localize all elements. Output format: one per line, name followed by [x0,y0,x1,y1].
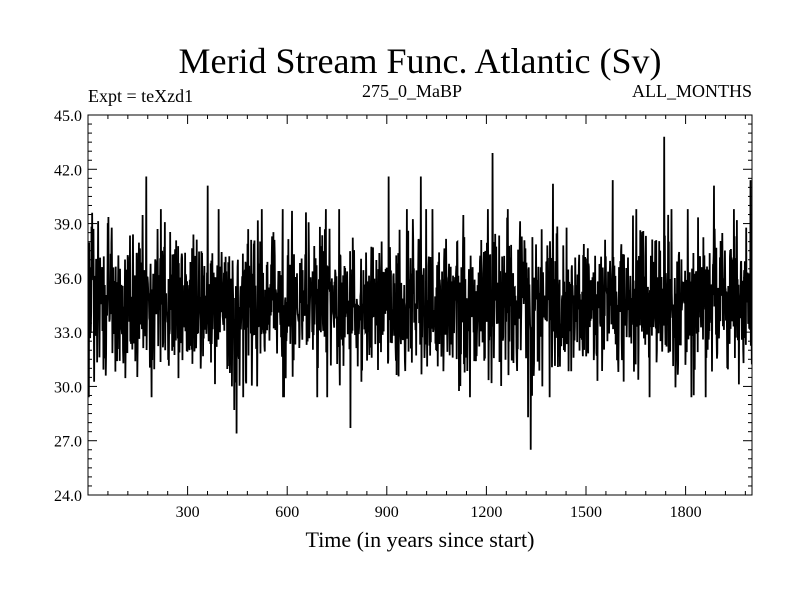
y-tick-label: 45.0 [54,108,82,125]
y-tick-label: 36.0 [54,271,82,288]
y-axis: 24.0 27.0 30.0 33.0 36.0 39.0 42.0 45.0 [54,108,752,505]
x-tick-label: 600 [275,504,299,521]
y-tick-label: 27.0 [54,434,82,451]
y-tick-label: 39.0 [54,217,82,234]
series-line [88,136,752,450]
x-axis: 300 600 900 1200 1500 1800 [87,115,746,521]
chart-title: Merid Stream Func. Atlantic (Sv) [179,41,662,81]
x-tick-label: 1200 [470,504,502,521]
months-label: ALL_MONTHS [632,81,752,101]
x-tick-label: 900 [375,504,399,521]
period-label: 275_0_MaBP [362,81,462,101]
plot-area [88,136,752,450]
y-tick-label: 42.0 [54,162,82,179]
y-tick-label: 33.0 [54,325,82,342]
x-tick-label: 1800 [670,504,702,521]
y-tick-label: 24.0 [54,488,82,505]
experiment-label: Expt = teXzd1 [88,86,193,106]
x-tick-label: 300 [176,504,200,521]
x-axis-label: Time (in years since start) [306,527,535,552]
y-tick-label: 30.0 [54,379,82,396]
x-tick-label: 1500 [570,504,602,521]
